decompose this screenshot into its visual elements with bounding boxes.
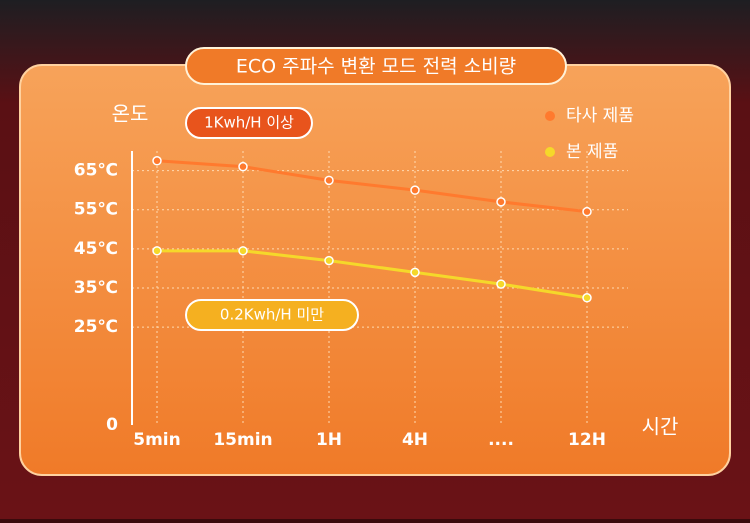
x-tick-label: 5min	[133, 430, 180, 450]
data-point	[324, 175, 334, 186]
data-point	[496, 197, 506, 207]
x-tick-label: 15min	[213, 430, 272, 450]
data-point	[410, 185, 420, 195]
y-tick-label: 35℃	[74, 278, 118, 298]
x-tick-label: 12H	[568, 430, 606, 450]
y-axis-label: 온도	[112, 102, 149, 126]
annotation-bubble	[185, 107, 313, 139]
data-point	[410, 267, 420, 278]
data-point	[496, 279, 506, 289]
legend-label: 본 제품	[566, 142, 618, 162]
y-tick-label: 0	[106, 415, 118, 435]
x-tick-label: ....	[488, 430, 514, 450]
data-point	[238, 161, 248, 172]
x-tick-label: 1H	[316, 430, 342, 450]
data-point	[582, 206, 592, 217]
y-tick-label: 65℃	[74, 161, 118, 181]
legend-swatch	[545, 147, 555, 157]
data-point	[582, 293, 592, 303]
data-point	[324, 255, 334, 266]
data-point	[238, 246, 248, 256]
panel	[19, 64, 731, 476]
x-tick-label: 4H	[402, 430, 428, 450]
legend-swatch	[545, 111, 555, 121]
annotation: 1Kwh/H 이상	[204, 114, 294, 132]
legend-label: 타사 제품	[566, 106, 634, 126]
annotation: 0.2Kwh/H 미만	[220, 306, 324, 324]
data-point	[152, 246, 162, 256]
title-pill	[185, 47, 567, 85]
series-line	[156, 159, 588, 214]
y-tick-label: 45℃	[74, 239, 118, 259]
y-tick-label: 25℃	[74, 317, 118, 337]
x-axis-label: 시간	[642, 415, 679, 439]
y-tick-label: 55℃	[74, 200, 118, 220]
annotation-bubble	[185, 299, 359, 331]
chart-title: ECO 주파수 변환 모드 전력 소비량	[236, 56, 516, 78]
series-line	[157, 249, 588, 300]
data-point	[152, 156, 162, 166]
